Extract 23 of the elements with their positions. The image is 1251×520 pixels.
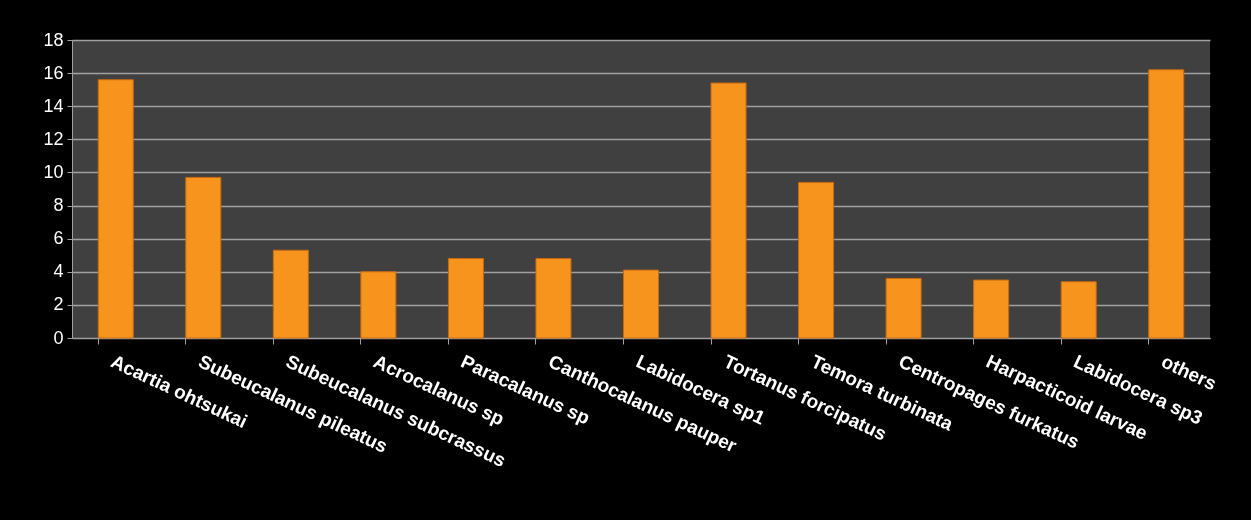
y-tick-label: 2 xyxy=(53,294,64,315)
bar xyxy=(272,249,309,339)
bar xyxy=(885,277,922,339)
y-tick-label: 14 xyxy=(43,95,64,116)
bar xyxy=(710,82,747,339)
bar xyxy=(973,279,1010,339)
y-tick-label: 18 xyxy=(43,29,64,50)
bar xyxy=(1060,281,1097,339)
y-tick-label: 16 xyxy=(43,62,64,83)
bar xyxy=(97,79,134,339)
bar xyxy=(622,269,660,339)
y-tick-label: 6 xyxy=(53,228,64,249)
y-tick-label: 8 xyxy=(53,195,64,216)
bar xyxy=(360,271,397,339)
y-tick-label: 0 xyxy=(53,327,64,348)
bar xyxy=(798,181,835,339)
y-tick-label: 4 xyxy=(53,261,64,282)
bar xyxy=(535,258,572,339)
bar xyxy=(185,176,222,339)
y-tick-label: 10 xyxy=(43,161,64,182)
bar xyxy=(447,258,484,339)
bar xyxy=(1148,69,1185,339)
y-tick-label: 12 xyxy=(43,128,64,149)
